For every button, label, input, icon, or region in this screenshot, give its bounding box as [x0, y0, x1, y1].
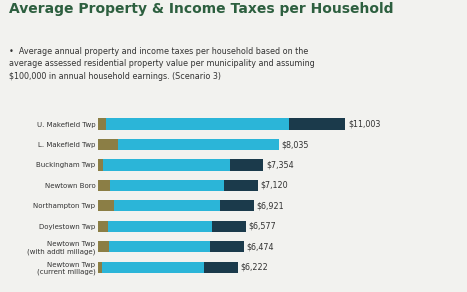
Bar	[114, 200, 220, 211]
Bar	[106, 119, 289, 130]
Bar	[102, 262, 204, 273]
Bar	[225, 180, 258, 191]
Bar	[204, 262, 238, 273]
Bar	[98, 200, 114, 211]
Bar	[107, 221, 212, 232]
Text: $8,035: $8,035	[282, 140, 309, 149]
Bar	[98, 221, 107, 232]
Bar	[289, 119, 346, 130]
Bar	[98, 262, 102, 273]
Bar	[109, 241, 210, 252]
Bar	[98, 241, 109, 252]
Text: •  Average annual property and income taxes per household based on the
average a: • Average annual property and income tax…	[9, 47, 315, 81]
Bar	[98, 159, 103, 171]
Bar	[98, 119, 106, 130]
Bar	[210, 241, 244, 252]
Bar	[110, 180, 225, 191]
Text: $6,921: $6,921	[256, 201, 284, 210]
Bar	[220, 200, 254, 211]
Bar	[212, 221, 246, 232]
Text: $7,354: $7,354	[266, 161, 294, 169]
Bar	[118, 139, 279, 150]
Bar	[98, 139, 118, 150]
Text: $11,003: $11,003	[348, 120, 381, 128]
Text: Average Property & Income Taxes per Household: Average Property & Income Taxes per Hous…	[9, 2, 394, 16]
Text: $6,222: $6,222	[241, 263, 269, 272]
Text: $7,120: $7,120	[261, 181, 289, 190]
Bar	[230, 159, 263, 171]
Bar	[103, 159, 230, 171]
Text: $6,577: $6,577	[248, 222, 276, 231]
Text: $6,474: $6,474	[246, 242, 274, 251]
Bar	[98, 180, 110, 191]
